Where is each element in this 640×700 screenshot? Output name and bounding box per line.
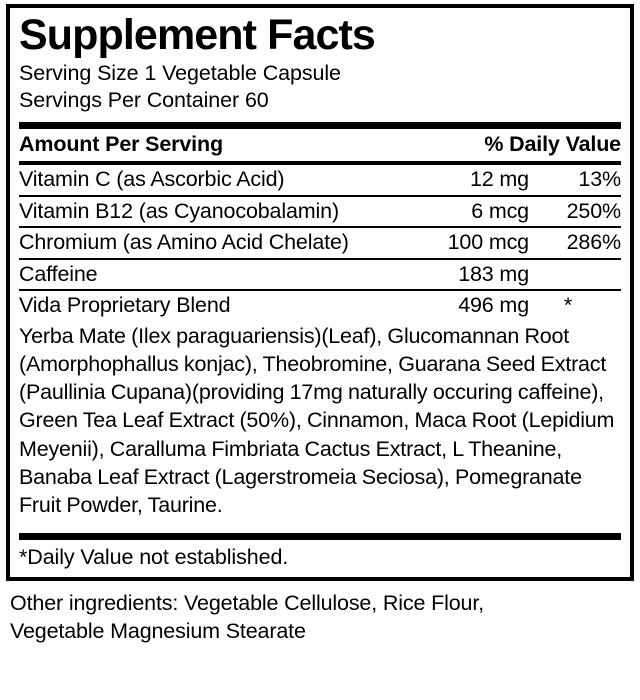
nutrient-daily-value: 250%: [566, 198, 622, 223]
page-title: Supplement Facts: [19, 11, 376, 59]
supplement-facts-panel: Supplement Facts Serving Size 1 Vegetabl…: [6, 4, 634, 581]
row-separator: [19, 226, 621, 229]
serving-size-text: Serving Size 1 Vegetable Capsule: [19, 60, 341, 85]
nutrient-name: Vitamin C (as Ascorbic Acid): [19, 167, 285, 192]
rule-thick-top: [19, 121, 621, 129]
nutrient-amount: 183 mg: [458, 261, 529, 286]
nutrient-amount: 6 mcg: [471, 198, 529, 223]
rule-below-header: [19, 161, 621, 166]
servings-per-container-text: Servings Per Container 60: [19, 88, 269, 113]
nutrient-name: Vida Proprietary Blend: [19, 293, 231, 318]
other-ingredients-text: Other ingredients: Vegetable Cellulose, …: [10, 590, 484, 643]
row-separator: [19, 194, 621, 197]
nutrient-daily-value: 13%: [578, 167, 621, 192]
table-row: Vitamin C (as Ascorbic Acid) 12 mg 13%: [19, 165, 621, 195]
nutrient-amount: 496 mg: [458, 293, 529, 318]
daily-value-footnote: *Daily Value not established.: [19, 544, 289, 569]
daily-value-header: % Daily Value: [484, 131, 621, 156]
nutrient-name: Caffeine: [19, 261, 98, 286]
table-row: Chromium (as Amino Acid Chelate) 100 mcg…: [19, 228, 621, 258]
nutrient-name: Vitamin B12 (as Cyanocobalamin): [19, 198, 340, 223]
amount-per-serving-header: Amount Per Serving: [19, 131, 223, 156]
table-row: Vida Proprietary Blend 496 mg *: [19, 291, 621, 321]
table-header-row: Amount Per Serving % Daily Value: [19, 129, 621, 162]
table-row: Caffeine 183 mg: [19, 260, 621, 290]
nutrient-name: Chromium (as Amino Acid Chelate): [19, 230, 349, 255]
rule-thick-footnote: [19, 532, 621, 540]
row-separator: [19, 257, 621, 260]
supplement-facts-label: Supplement Facts Serving Size 1 Vegetabl…: [0, 4, 640, 700]
nutrient-daily-value: 286%: [566, 230, 622, 255]
nutrient-amount: 100 mcg: [447, 230, 530, 255]
nutrient-daily-value: *: [563, 293, 573, 318]
nutrient-amount: 12 mg: [469, 167, 529, 192]
table-row: Vitamin B12 (as Cyanocobalamin) 6 mcg 25…: [19, 197, 621, 227]
row-separator: [19, 289, 621, 292]
proprietary-blend-ingredients: Yerba Mate (Ilex paraguariensis)(Leaf), …: [19, 323, 615, 517]
